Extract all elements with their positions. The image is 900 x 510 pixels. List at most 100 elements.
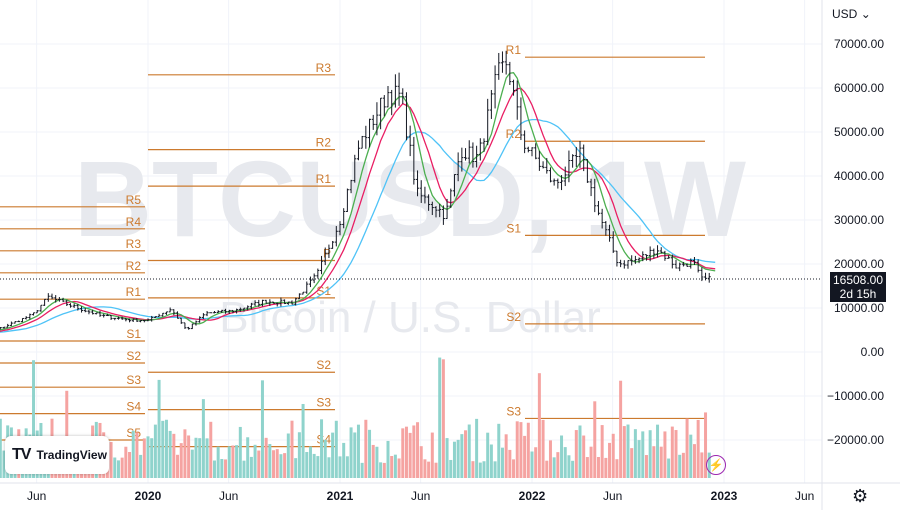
last-price-tag: 16508.00 2d 15h xyxy=(830,272,886,302)
volume-bar xyxy=(146,436,150,478)
volume-bar xyxy=(249,456,253,478)
volume-bar xyxy=(537,373,541,478)
volume-bar xyxy=(0,418,2,478)
volume-bar xyxy=(323,439,327,478)
volume-bar xyxy=(630,448,634,478)
pivot-label: R2 xyxy=(316,136,332,150)
volume-bar xyxy=(290,420,294,478)
watermark-ticker: BTCUSD, 1W xyxy=(74,138,746,259)
volume-bar xyxy=(32,360,36,478)
volume-bar xyxy=(260,380,264,478)
volume-bar xyxy=(560,435,564,478)
volume-bar xyxy=(593,401,597,478)
tradingview-logo-icon: TV xyxy=(12,446,31,463)
volume-bar xyxy=(275,449,279,478)
volume-bar xyxy=(556,452,560,478)
volume-bar xyxy=(353,432,357,478)
volume-bar xyxy=(253,444,257,478)
volume-bar xyxy=(578,425,582,478)
pivot-label: S1 xyxy=(506,221,521,235)
time-tick-label: Jun xyxy=(603,489,622,503)
volume-bar xyxy=(220,459,224,478)
price-tick-label: 0.00 xyxy=(861,345,885,359)
volume-bar xyxy=(541,419,545,478)
currency-label: USD xyxy=(832,7,858,21)
pivot-label: S2 xyxy=(506,310,521,324)
watermark-description: Bitcoin / U.S. Dollar xyxy=(219,293,600,342)
bar-countdown: 2d 15h xyxy=(839,287,877,301)
volume-bar xyxy=(441,359,445,478)
volume-bar xyxy=(534,447,538,478)
volume-bar xyxy=(548,440,552,478)
volume-bar xyxy=(268,444,272,478)
price-tick-label: −20000.00 xyxy=(827,433,884,447)
pivot-label: S3 xyxy=(316,396,331,410)
volume-bar xyxy=(205,438,209,478)
volume-bar xyxy=(648,430,652,478)
volume-bar xyxy=(552,457,556,478)
volume-bar xyxy=(574,430,578,478)
volume-bar xyxy=(172,433,176,478)
gear-icon[interactable]: ⚙ xyxy=(852,486,869,506)
pivot-label: R5 xyxy=(126,193,142,207)
tradingview-badge[interactable]: TV TradingView xyxy=(5,436,109,474)
time-tick-label: Jun xyxy=(27,489,46,503)
volume-bar xyxy=(187,435,191,478)
volume-bar xyxy=(65,390,69,478)
volume-bar xyxy=(157,379,161,478)
volume-bar xyxy=(641,431,645,478)
volume-bar xyxy=(176,454,180,478)
price-tick-label: 60000.00 xyxy=(834,81,884,95)
volume-bar xyxy=(305,452,309,478)
volume-bar xyxy=(139,454,143,478)
volume-bar xyxy=(670,426,674,478)
grid-lines xyxy=(0,0,822,483)
pivot-label: S3 xyxy=(506,404,521,418)
time-tick-label: 2022 xyxy=(519,489,546,503)
price-tick-label: 20000.00 xyxy=(834,257,884,271)
volume-bar xyxy=(316,456,320,478)
volume-bar xyxy=(512,459,516,478)
volume-bar xyxy=(412,425,416,478)
volume-bar xyxy=(338,456,342,478)
volume-bar xyxy=(379,462,383,478)
volume-bar xyxy=(345,456,349,478)
volume-bar xyxy=(519,422,523,478)
volume-bar xyxy=(685,418,689,478)
volume-bar xyxy=(238,426,242,478)
volume-bar xyxy=(674,430,678,478)
volume-bar xyxy=(161,420,165,478)
volume-bar xyxy=(246,437,250,478)
price-tick-label: 70000.00 xyxy=(834,37,884,51)
volume-bar xyxy=(131,430,135,478)
volume-bar xyxy=(382,462,386,478)
volume-bar xyxy=(482,461,486,478)
volume-bar xyxy=(286,433,290,478)
lightning-icon[interactable]: ⚡ xyxy=(706,455,726,475)
volume-bar xyxy=(168,430,172,478)
volume-bar xyxy=(563,447,567,478)
pivot-label: R1 xyxy=(316,172,332,186)
volume-bar xyxy=(678,454,682,478)
volume-bar xyxy=(2,450,6,478)
pivot-label: R3 xyxy=(126,237,142,251)
time-axis[interactable]: Jun 2020 Jun 2021 Jun 2022 Jun 2023 Jun xyxy=(27,489,814,503)
time-tick-label: 2023 xyxy=(711,489,738,503)
volume-bar xyxy=(585,457,589,478)
volume-bar xyxy=(279,454,283,478)
volume-bar xyxy=(212,460,216,478)
chevron-down-icon: ⌄ xyxy=(860,7,871,21)
pivot-label: R2 xyxy=(506,127,522,141)
volume-bar xyxy=(467,424,471,478)
price-axis[interactable]: 70000.00 60000.00 50000.00 40000.00 30000.00… xyxy=(827,37,884,447)
volume-bar xyxy=(434,462,438,478)
volume-bar xyxy=(423,459,427,478)
volume-bar xyxy=(460,434,464,478)
pivot-label: R4 xyxy=(126,215,142,229)
volume-bar xyxy=(116,460,120,478)
currency-selector[interactable]: USD ⌄ xyxy=(832,7,871,21)
volume-bar xyxy=(633,429,637,478)
volume-bar xyxy=(659,446,663,478)
volume-bar xyxy=(530,451,534,478)
